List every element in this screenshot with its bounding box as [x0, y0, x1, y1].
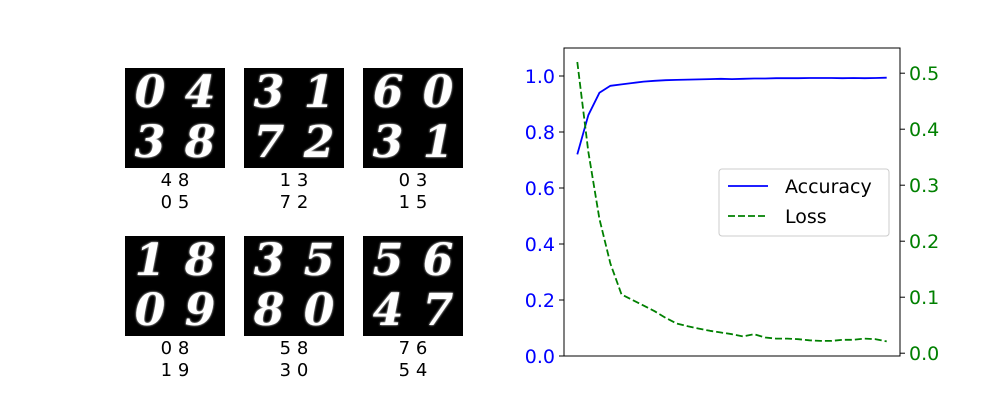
digit-glyph: 4: [372, 285, 404, 336]
digit-glyph: 8: [184, 117, 216, 168]
caption-line: 4 8: [160, 170, 190, 191]
caption-line: 5 8: [279, 338, 309, 359]
left-tick-label: 1.0: [525, 66, 555, 88]
digit-glyph: 2: [303, 117, 335, 168]
digit-glyph: 1: [422, 117, 454, 168]
digit-glyph: 0: [134, 285, 166, 336]
left-tick-label: 0.0: [525, 346, 555, 368]
caption-line: 0 5: [160, 192, 190, 213]
digit-glyph: 3: [253, 68, 285, 118]
caption-line: 0 3: [398, 170, 428, 191]
digit-glyph: 8: [253, 285, 285, 336]
caption-line: 5 4: [398, 360, 428, 381]
caption-line: 1 3: [279, 170, 309, 191]
training-chart: 0.0 0.2 0.4 0.6 0.8 1.0 0.0 0.1 0.2 0.3 0.4 0.5 Accu…: [525, 47, 939, 368]
caption-line: 7 2: [279, 192, 309, 213]
caption-line: 1 5: [398, 192, 428, 213]
legend-label-accuracy: Accuracy: [785, 176, 872, 198]
digit-glyph: 3: [253, 236, 285, 286]
digit-glyph: 1: [134, 236, 166, 286]
left-tick-label: 0.6: [525, 178, 555, 200]
left-tick-label: 0.4: [525, 234, 555, 256]
digit-glyph: 8: [184, 236, 216, 286]
digit-glyph: 3: [372, 117, 404, 168]
caption-line: 0 8: [160, 338, 190, 359]
right-tick-label: 0.4: [909, 119, 939, 141]
digit-glyph: 6: [422, 236, 454, 286]
digit-glyph: 4: [184, 68, 216, 118]
digit-glyph: 7: [253, 117, 285, 168]
digit-glyph: 0: [422, 68, 454, 118]
caption-line: 3 0: [279, 360, 309, 381]
digit-glyph: 5: [303, 236, 335, 286]
right-tick-label: 0.0: [909, 343, 939, 365]
plot-frame: [563, 47, 901, 357]
digit-glyph: 0: [303, 285, 335, 336]
left-tick-label: 0.2: [525, 290, 555, 312]
right-tick-label: 0.2: [909, 231, 939, 253]
digit-glyph: 0: [134, 68, 166, 118]
digit-glyph: 5: [372, 236, 404, 286]
caption-line: 1 9: [160, 360, 190, 381]
digit-glyph: 6: [372, 68, 404, 118]
series-line-accuracy: [576, 76, 887, 155]
digit-glyph: 7: [422, 285, 454, 336]
series-line-loss: [576, 61, 887, 343]
right-tick-label: 0.1: [909, 287, 939, 309]
caption-line: 7 6: [398, 338, 428, 359]
left-tick-label: 0.8: [525, 122, 555, 144]
digit-glyph: 1: [303, 68, 335, 118]
right-tick-label: 0.3: [909, 175, 939, 197]
digit-glyph: 9: [184, 285, 216, 336]
right-tick-label: 0.5: [909, 63, 939, 85]
digit-glyph: 3: [134, 117, 166, 168]
legend-label-loss: Loss: [785, 206, 827, 228]
